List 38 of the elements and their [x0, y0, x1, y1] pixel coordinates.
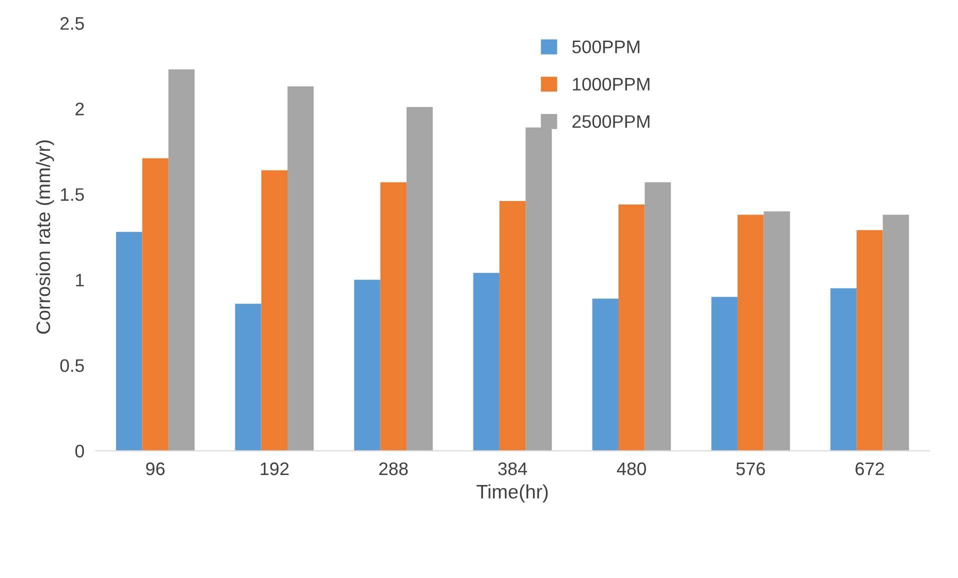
x-tick-label: 288	[379, 462, 408, 476]
x-axis-title: Time(hr)	[476, 484, 548, 502]
x-tick-label: 576	[736, 462, 765, 476]
x-tick-label: 480	[616, 462, 646, 476]
legend-label: 2500PPM	[572, 115, 650, 128]
y-tick-label: 2.5	[60, 17, 84, 30]
bar	[116, 232, 142, 451]
bar	[168, 69, 195, 451]
x-tick-label: 96	[146, 462, 165, 476]
bar	[738, 214, 764, 451]
bar	[618, 204, 645, 451]
bar	[142, 158, 168, 451]
x-tick-label: 192	[260, 462, 289, 476]
bar	[830, 288, 857, 451]
legend-label: 1000PPM	[572, 78, 650, 91]
bar	[764, 211, 790, 451]
bar	[592, 298, 618, 451]
bar	[644, 182, 671, 451]
x-tick-label: 384	[498, 462, 528, 476]
y-tick-label: 0	[75, 444, 84, 458]
bar	[287, 86, 314, 451]
bar	[235, 304, 262, 451]
legend-label: 500PPM	[572, 40, 640, 54]
y-axis-title: Corrosion rate (mm/yr)	[36, 140, 54, 334]
bar	[380, 182, 407, 451]
bar	[499, 201, 526, 451]
bar	[473, 272, 500, 451]
y-tick-label: 1.5	[60, 188, 84, 201]
bar	[261, 170, 288, 451]
bar	[711, 296, 738, 451]
x-tick-label: 672	[856, 462, 884, 476]
bar	[882, 214, 910, 451]
bar	[354, 280, 380, 451]
y-tick-label: 0.5	[60, 359, 84, 372]
y-tick-label: 2	[76, 102, 84, 116]
y-tick-label: 1	[76, 274, 84, 286]
bar	[856, 230, 883, 451]
bar	[406, 106, 433, 451]
